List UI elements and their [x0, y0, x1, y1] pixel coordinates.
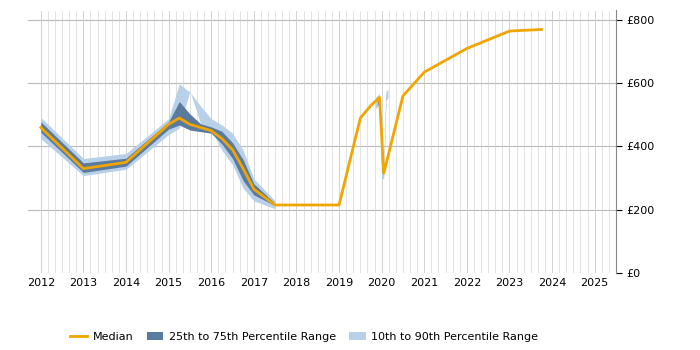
- Median: [175, 116, 183, 120]
- Median: [122, 160, 130, 164]
- Median: [505, 29, 514, 33]
- Median: [335, 203, 343, 207]
- Median: [399, 94, 407, 98]
- Median: [375, 95, 384, 99]
- Median: [250, 187, 258, 191]
- Median: [420, 70, 428, 74]
- Median: [367, 103, 375, 107]
- Median: [218, 136, 226, 141]
- Median: [207, 128, 216, 133]
- Median: [379, 171, 388, 175]
- Legend: Median, 25th to 75th Percentile Range, 10th to 90th Percentile Range: Median, 25th to 75th Percentile Range, 1…: [66, 327, 543, 346]
- Median: [164, 122, 173, 126]
- Line: Median: Median: [41, 29, 541, 205]
- Median: [356, 116, 365, 120]
- Median: [79, 167, 88, 171]
- Median: [36, 125, 45, 130]
- Median: [197, 125, 205, 130]
- Median: [228, 148, 237, 152]
- Median: [463, 46, 471, 50]
- Median: [271, 203, 279, 207]
- Median: [186, 122, 194, 126]
- Median: [537, 27, 545, 32]
- Median: [239, 167, 247, 171]
